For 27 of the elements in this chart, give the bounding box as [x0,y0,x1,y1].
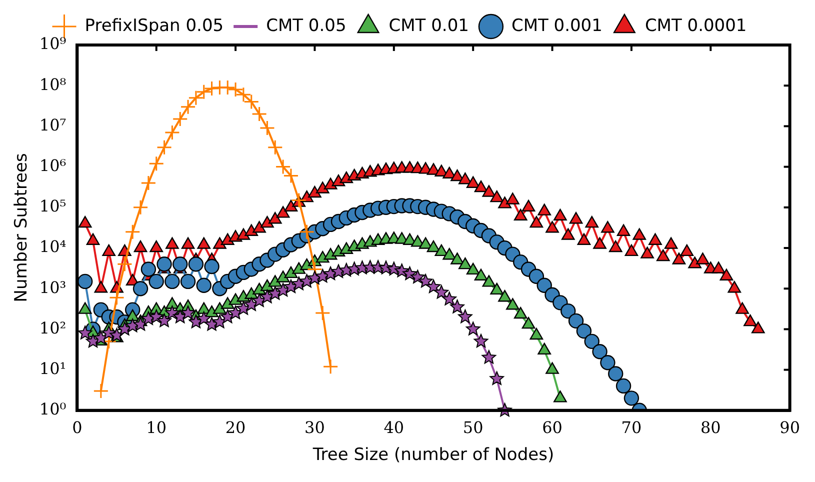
y-tick-label: 10⁴ [39,237,66,256]
legend-label: CMT 0.0001 [644,16,747,36]
x-tick-label: 20 [225,418,246,438]
x-tick-label: 70 [621,418,642,438]
legend-label: PrefixISpan 0.05 [84,16,224,36]
y-tick-label: 10⁶ [39,156,66,175]
y-tick-label: 10⁵ [39,196,66,216]
x-tick-label: 10 [146,418,167,438]
y-tick-label: 10² [39,318,66,338]
x-tick-label: 0 [72,418,82,438]
legend-label: CMT 0.001 [511,16,602,36]
y-tick-label: 10⁷ [39,115,66,134]
y-tick-label: 10⁸ [39,74,66,94]
y-axis-title: Number Subtrees [12,153,32,302]
y-tick-label: 10⁰ [39,400,66,419]
x-tick-label: 50 [462,418,484,438]
y-tick-label: 10⁹ [39,34,67,54]
y-tick-label: 10¹ [39,358,66,378]
y-tick-label: 10³ [39,278,66,297]
x-axis-title: Tree Size (number of Nodes) [312,445,554,466]
x-tick-label: 90 [780,418,800,438]
legend-label: CMT 0.01 [388,16,469,36]
x-tick-label: 80 [700,418,721,438]
x-tick-label: 40 [384,418,404,438]
legend-label: CMT 0.05 [266,16,346,36]
x-tick-label: 60 [542,418,562,438]
x-tick-label: 30 [304,418,325,438]
